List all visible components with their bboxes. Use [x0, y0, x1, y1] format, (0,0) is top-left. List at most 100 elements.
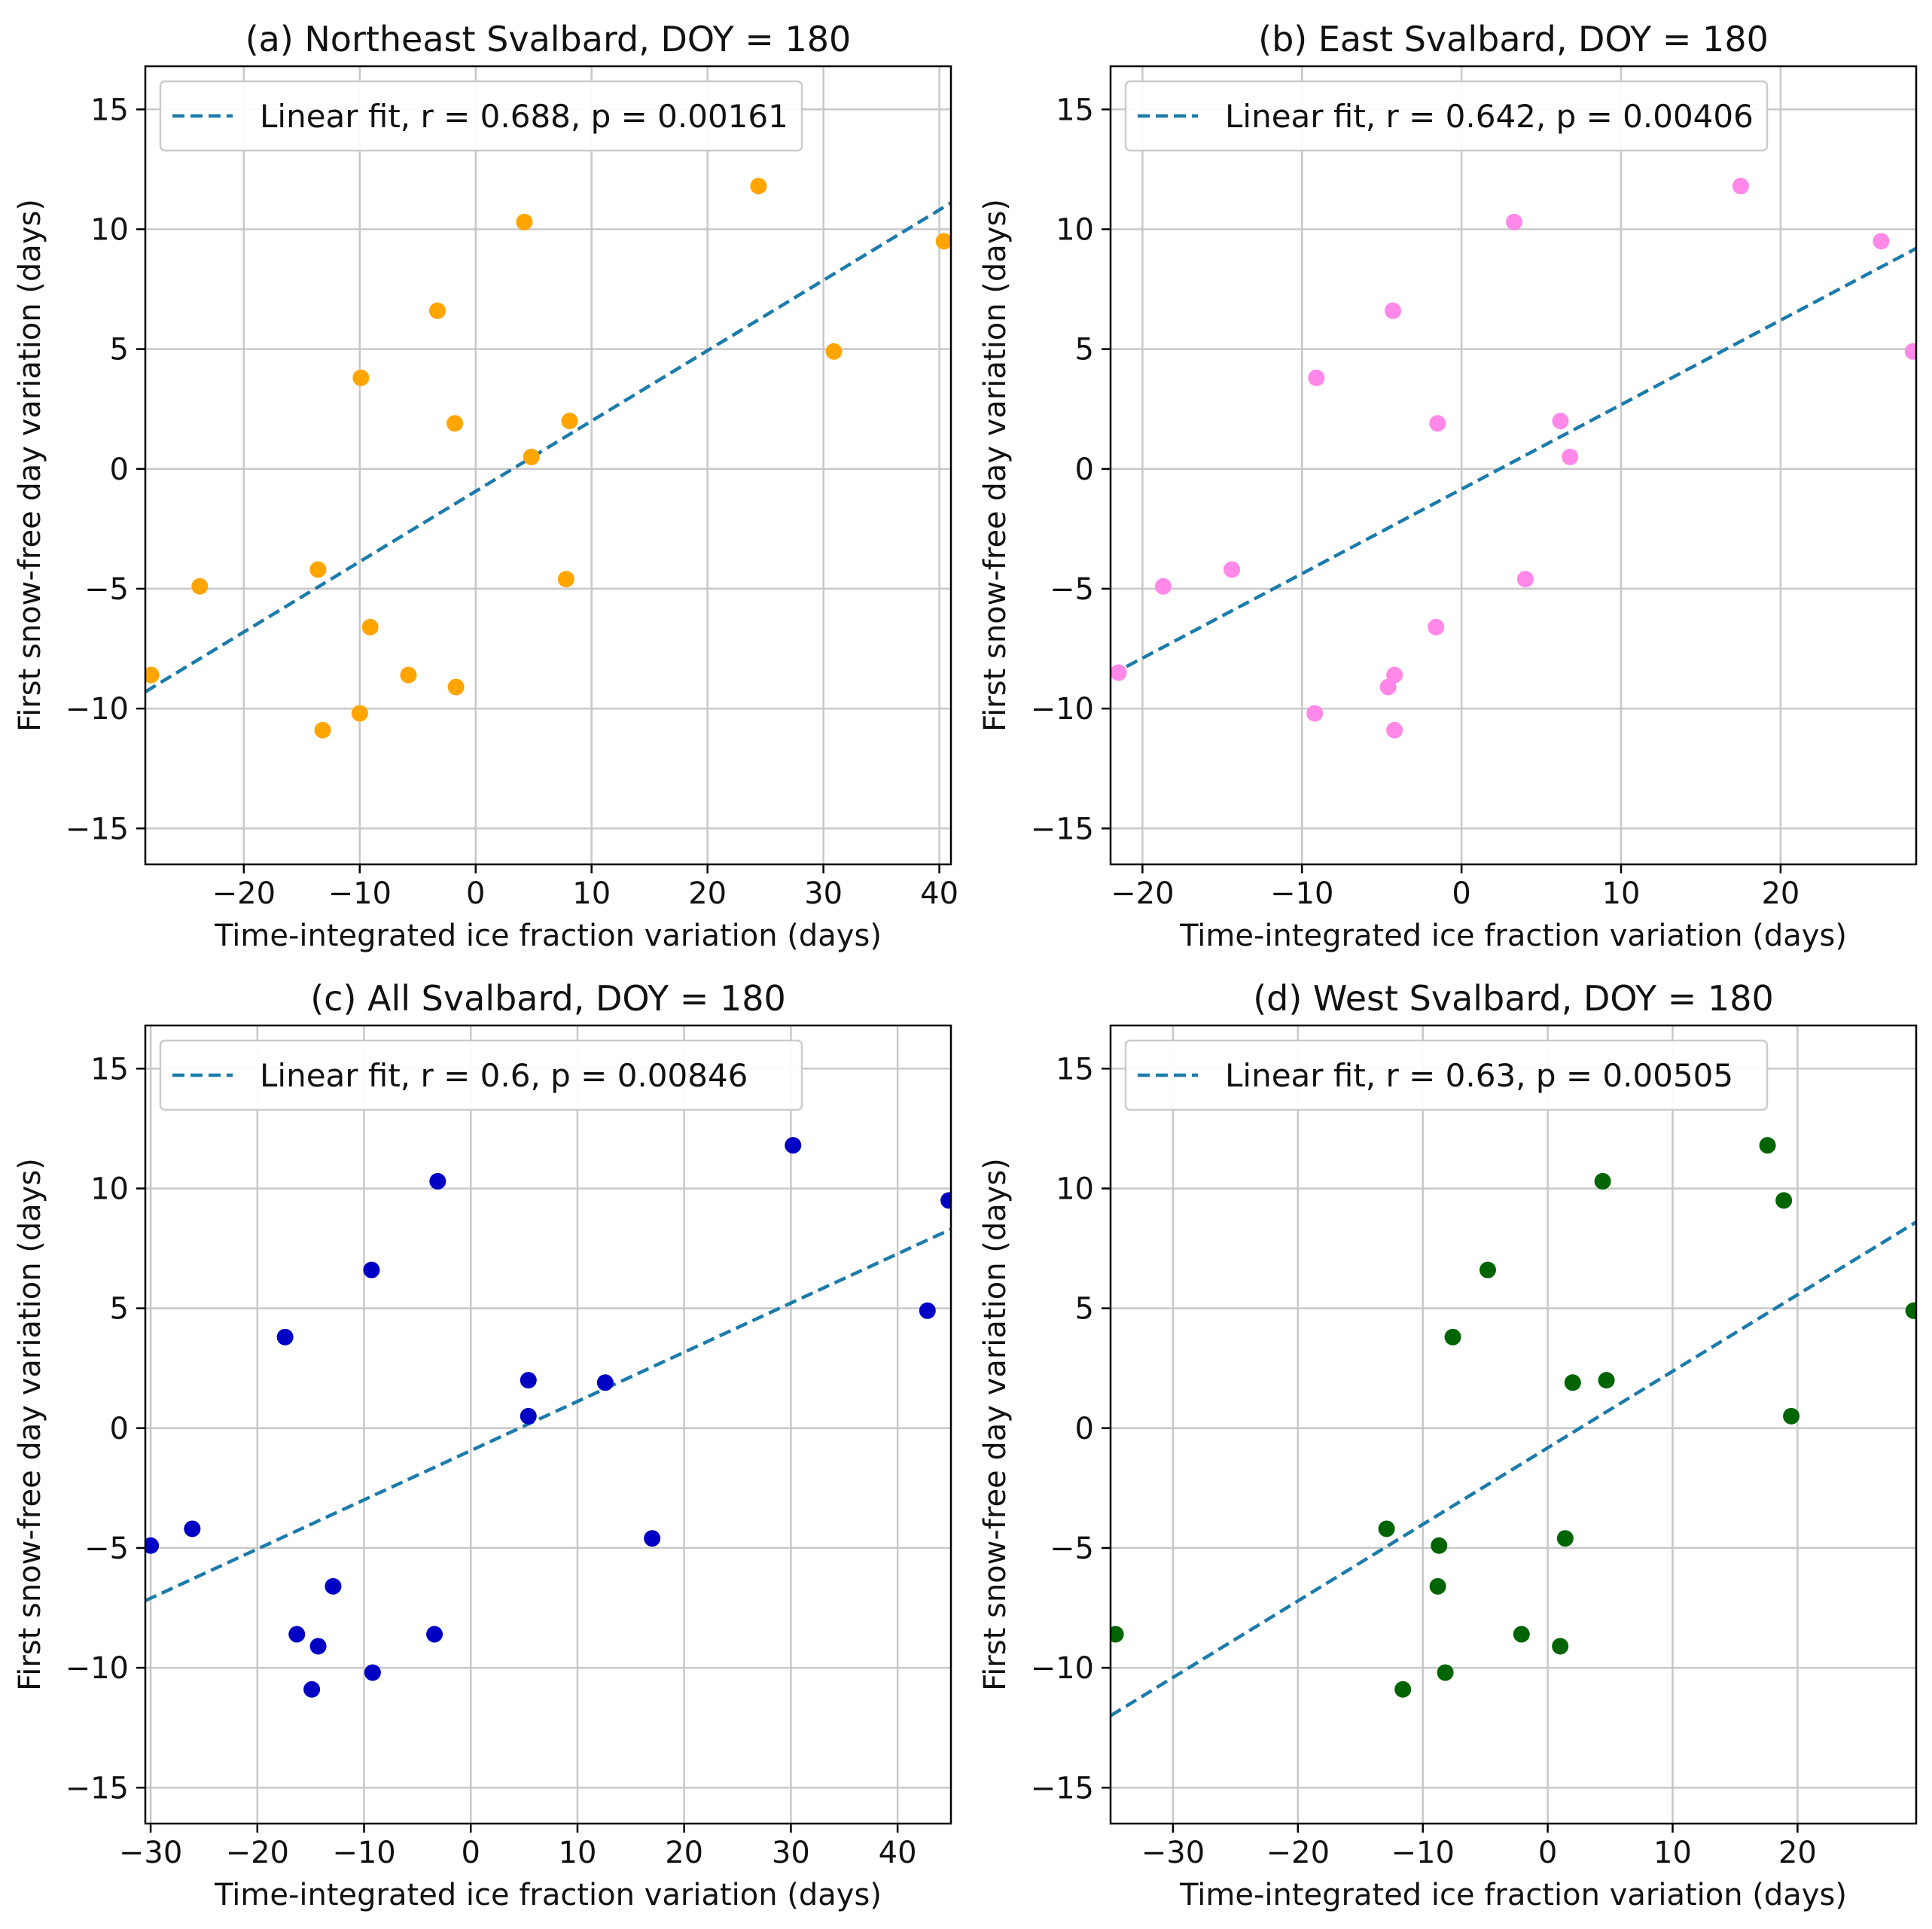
data-point	[1394, 1681, 1412, 1698]
x-axis-label: Time-integrated ice fraction variation (…	[1179, 919, 1847, 953]
data-point	[1905, 1302, 1916, 1319]
y-tick-label: −15	[66, 1771, 129, 1806]
x-tick-label: 10	[559, 1836, 597, 1870]
data-point	[363, 1261, 380, 1278]
linear-fit-line	[145, 1227, 951, 1603]
legend-label: Linear fit, r = 0.6, p = 0.00846	[260, 1057, 748, 1094]
plot-area	[1111, 1137, 1916, 1717]
data-point	[1556, 1530, 1574, 1547]
x-tick-label: 20	[1778, 1836, 1817, 1870]
y-tick-label: −5	[1050, 1531, 1094, 1566]
data-point	[1783, 1407, 1800, 1425]
y-tick-label: 10	[1056, 212, 1094, 247]
legend-box	[1124, 80, 1769, 152]
data-point	[516, 213, 533, 230]
x-tick-label: −10	[1391, 1836, 1455, 1870]
data-point	[191, 577, 209, 595]
y-tick-label: 5	[110, 1292, 129, 1327]
data-point	[1111, 1626, 1124, 1643]
data-point	[1308, 369, 1325, 386]
data-point	[919, 1302, 936, 1319]
y-tick-label: 10	[90, 212, 129, 247]
data-point	[145, 666, 160, 684]
x-axis-label: Time-integrated ice fraction variation (…	[214, 919, 882, 953]
x-axis-label: Time-integrated ice fraction variation (…	[1179, 1878, 1847, 1912]
data-point	[520, 1372, 537, 1389]
x-tick-label: −30	[1141, 1836, 1205, 1870]
legend-box	[159, 80, 803, 152]
data-point	[325, 1577, 342, 1595]
data-point	[1904, 343, 1916, 360]
legend-label: Linear fit, r = 0.642, p = 0.00406	[1225, 98, 1754, 135]
y-tick-label: −10	[1031, 1651, 1094, 1686]
x-tick-label: 0	[1452, 876, 1470, 911]
x-tick-label: 30	[772, 1836, 810, 1870]
y-tick-label: −10	[66, 692, 129, 727]
data-point	[1385, 302, 1402, 319]
data-point	[352, 369, 370, 386]
x-tick-label: 0	[462, 1836, 480, 1870]
x-tick-label: −10	[332, 1836, 395, 1870]
data-point	[303, 1681, 321, 1698]
x-tick-label: 10	[1653, 1836, 1692, 1870]
y-axis-label: First snow-free day variation (days)	[13, 1158, 47, 1691]
data-point	[1154, 577, 1172, 595]
data-point	[309, 561, 327, 578]
y-tick-label: 15	[90, 93, 129, 127]
data-point	[1431, 1537, 1448, 1554]
plot-area	[145, 178, 951, 739]
data-point	[400, 666, 417, 684]
data-point	[1564, 1374, 1581, 1391]
y-tick-label: −10	[66, 1651, 129, 1686]
x-tick-label: −10	[1270, 876, 1333, 911]
y-tick-label: −10	[1031, 692, 1094, 727]
panel-east-svalbard: −20 −10 0 10 20 −15 −10 −5 0 5 10 15 (b) East Svalba…	[978, 19, 1918, 953]
data-point	[428, 302, 446, 319]
y-tick-label: 0	[110, 1412, 129, 1446]
data-point	[520, 1407, 537, 1425]
data-point	[1775, 1192, 1793, 1209]
data-point	[1378, 1520, 1395, 1537]
data-point	[184, 1520, 201, 1537]
data-point	[426, 1626, 443, 1643]
y-tick-label: 5	[1075, 333, 1094, 367]
data-point	[1506, 213, 1523, 230]
y-tick-label: 15	[1056, 93, 1094, 127]
data-point	[1306, 705, 1324, 722]
data-point	[364, 1664, 381, 1681]
x-tick-label: 10	[1602, 876, 1641, 911]
x-tick-label: −20	[212, 876, 276, 911]
data-point	[1479, 1261, 1496, 1278]
data-point	[1562, 448, 1579, 465]
data-point	[1386, 721, 1403, 739]
data-point	[1552, 413, 1569, 430]
axes-frame	[144, 65, 952, 866]
data-point	[1444, 1328, 1461, 1345]
linear-fit-line	[145, 201, 951, 693]
y-tick-label: 5	[110, 333, 129, 367]
data-point	[523, 448, 540, 465]
y-tick-label: −5	[84, 572, 129, 607]
data-point	[446, 415, 464, 432]
data-point	[1111, 664, 1127, 681]
x-axis-label: Time-integrated ice fraction variation (…	[214, 1878, 882, 1912]
y-tick-label: −15	[66, 812, 129, 846]
legend-label: Linear fit, r = 0.63, p = 0.00505	[1225, 1057, 1733, 1094]
data-point	[1386, 666, 1403, 684]
data-point	[1516, 571, 1534, 588]
x-tick-label: 0	[1538, 1836, 1557, 1870]
x-tick-label: −20	[226, 1836, 289, 1870]
axes-frame	[1109, 65, 1918, 866]
data-point	[1598, 1372, 1615, 1389]
y-tick-label: 0	[1075, 453, 1094, 487]
x-tick-label: 40	[920, 876, 958, 911]
x-tick-label: −30	[119, 1836, 182, 1870]
panel-west-svalbard: −30 −20 −10 0 10 20 −15 −10 −5 0 5 10 15 (d) West Sva…	[978, 978, 1918, 1912]
data-point	[785, 1137, 802, 1154]
data-point	[750, 178, 767, 195]
x-tick-label: 20	[688, 876, 727, 911]
y-tick-label: 5	[1075, 1292, 1094, 1327]
data-point	[940, 1192, 951, 1209]
data-point	[1437, 1664, 1454, 1681]
